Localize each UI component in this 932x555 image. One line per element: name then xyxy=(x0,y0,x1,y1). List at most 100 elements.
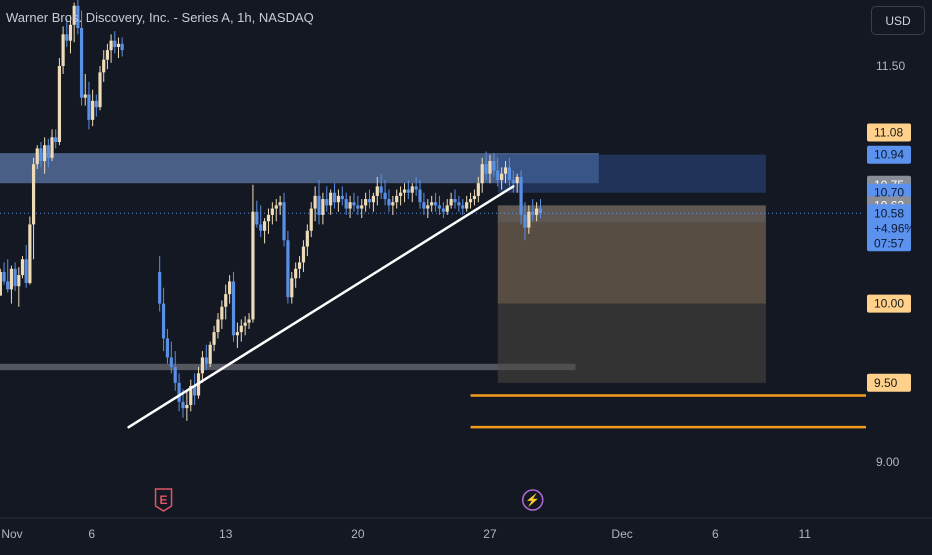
candle xyxy=(503,161,508,184)
zone-5[interactable] xyxy=(497,303,766,383)
candle xyxy=(235,322,239,348)
candle xyxy=(255,200,259,228)
candle xyxy=(523,202,527,241)
dividend-event-icon[interactable]: ⚡ xyxy=(521,489,544,511)
candle xyxy=(297,256,302,279)
svg-text:E: E xyxy=(160,493,168,507)
candle xyxy=(65,18,69,47)
time-tick-label: 20 xyxy=(351,527,365,541)
candle xyxy=(193,373,197,405)
candle xyxy=(492,153,496,177)
time-axis: Nov 6 13 20 27 Dec 6 11 xyxy=(1,527,811,541)
zone-2[interactable] xyxy=(497,154,766,193)
candle xyxy=(109,34,113,63)
candle xyxy=(68,15,73,54)
svg-text:10.70: 10.70 xyxy=(874,186,904,200)
candle xyxy=(371,192,375,212)
candle xyxy=(500,167,504,190)
candle xyxy=(91,89,95,127)
candle xyxy=(102,50,106,82)
candle xyxy=(511,170,515,193)
candle xyxy=(2,262,6,285)
candle xyxy=(367,189,372,209)
candle xyxy=(418,180,422,209)
price-label-orange: 11.08 xyxy=(867,123,911,142)
svg-text:10.94: 10.94 xyxy=(874,148,904,162)
candle xyxy=(113,31,117,54)
candle xyxy=(496,157,500,187)
price-tick-label: 11.50 xyxy=(876,59,905,73)
candle xyxy=(28,216,32,285)
candle xyxy=(251,184,255,323)
price-label-orange: 9.50 xyxy=(867,373,911,392)
candle xyxy=(468,192,473,209)
candle xyxy=(375,176,379,206)
earnings-event-icon[interactable]: E xyxy=(154,488,173,512)
candle xyxy=(185,390,189,421)
svg-text:11.08: 11.08 xyxy=(874,126,903,140)
candle xyxy=(340,186,344,206)
horizontal-lines-layer xyxy=(470,394,866,429)
candle xyxy=(247,313,251,329)
candle xyxy=(120,37,124,57)
candle xyxy=(72,2,76,43)
candle xyxy=(317,180,321,225)
candle xyxy=(321,192,325,225)
candle xyxy=(422,192,426,215)
candle xyxy=(61,26,65,74)
candle xyxy=(243,316,247,336)
svg-text:⚡: ⚡ xyxy=(525,493,540,507)
candle xyxy=(476,176,480,203)
candle xyxy=(290,271,294,304)
candle xyxy=(325,186,329,212)
price-axis: 11.50 9.00 xyxy=(876,59,905,469)
candle xyxy=(204,344,208,371)
zone-1[interactable] xyxy=(0,363,576,371)
candle xyxy=(208,341,212,367)
candle xyxy=(329,189,333,215)
candle xyxy=(200,351,205,383)
candle xyxy=(189,379,193,412)
candle xyxy=(20,256,25,279)
candle xyxy=(220,300,224,329)
candle xyxy=(165,328,170,364)
candle xyxy=(515,173,519,193)
candle xyxy=(294,262,298,288)
candle xyxy=(301,240,306,272)
candle xyxy=(309,202,313,238)
candle xyxy=(445,199,449,215)
candle xyxy=(228,275,232,304)
svg-text:10.58: 10.58 xyxy=(874,206,904,220)
candle xyxy=(348,195,352,219)
zone-3[interactable] xyxy=(497,205,766,223)
candle xyxy=(0,268,2,296)
zone-4[interactable] xyxy=(497,222,766,304)
events-layer: E ⚡ xyxy=(154,488,544,512)
trendline xyxy=(127,185,515,429)
candle xyxy=(313,186,317,222)
candle xyxy=(286,230,290,304)
zones-layer xyxy=(0,153,766,383)
candle xyxy=(266,208,271,234)
candle xyxy=(116,37,121,59)
candle xyxy=(453,189,457,209)
candle xyxy=(231,271,236,342)
candle xyxy=(433,192,438,212)
svg-text:9.50: 9.50 xyxy=(874,376,898,390)
price-label-blue: 10.94 xyxy=(867,145,911,164)
candle xyxy=(31,157,36,260)
currency-button[interactable]: USD xyxy=(871,6,925,35)
candle xyxy=(332,183,337,209)
time-tick-label: Dec xyxy=(611,527,632,541)
candle xyxy=(161,287,166,352)
candle xyxy=(259,205,263,238)
price-label-orange: 10.00 xyxy=(867,294,911,313)
candles-layer xyxy=(0,0,543,421)
candle xyxy=(461,199,465,215)
candle xyxy=(50,129,54,162)
candle xyxy=(87,81,91,130)
time-tick-label: 6 xyxy=(712,527,719,541)
candle xyxy=(344,192,348,215)
candle xyxy=(488,154,492,184)
